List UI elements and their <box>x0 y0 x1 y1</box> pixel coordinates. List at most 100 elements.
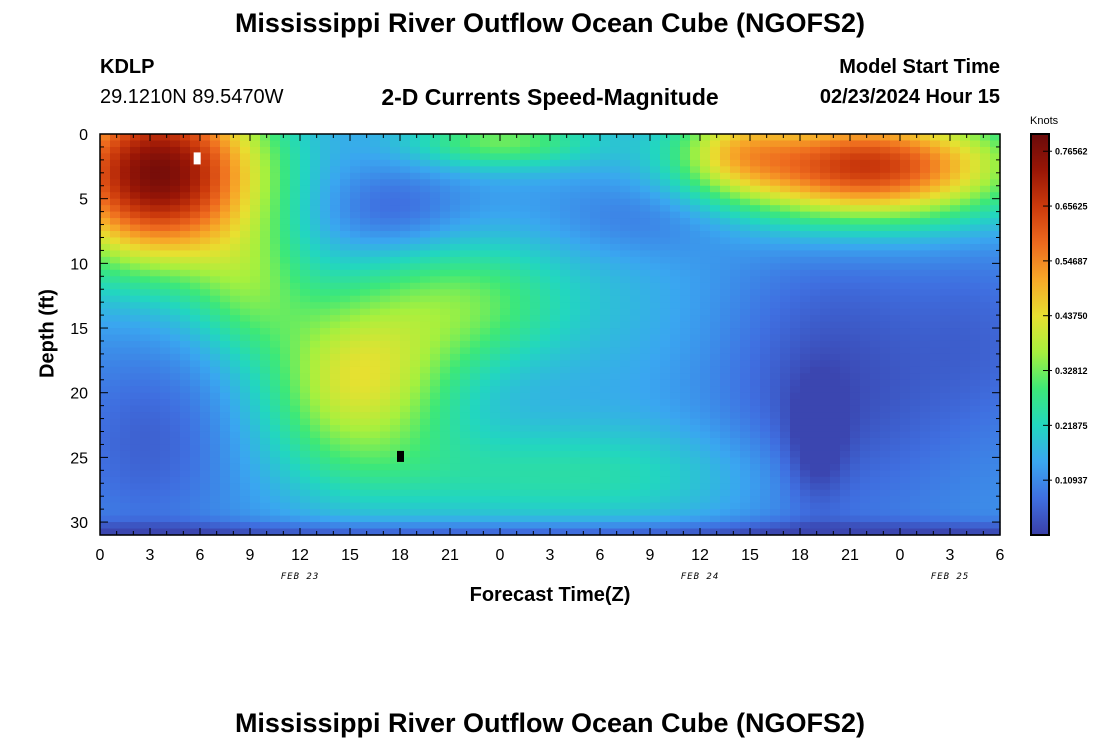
heatmap-cell <box>280 457 291 465</box>
heatmap-cell <box>770 483 781 491</box>
heatmap-cell <box>540 269 551 277</box>
heatmap-cell <box>560 166 571 174</box>
heatmap-cell <box>450 224 461 232</box>
heatmap-cell <box>630 483 641 491</box>
heatmap-cell <box>530 489 541 497</box>
heatmap-cell <box>560 528 571 536</box>
heatmap-cell <box>360 412 371 420</box>
heatmap-cell <box>700 282 711 290</box>
heatmap-cell <box>290 224 301 232</box>
heatmap-cell <box>630 496 641 504</box>
heatmap-cell <box>890 321 901 329</box>
heatmap-cell <box>290 425 301 433</box>
heatmap-cell <box>860 315 871 323</box>
heatmap-cell <box>530 483 541 491</box>
heatmap-cell <box>220 276 231 284</box>
heatmap-cell <box>280 528 291 536</box>
heatmap-cell <box>150 483 161 491</box>
heatmap-cell <box>830 256 841 264</box>
heatmap-cell <box>420 179 431 187</box>
heatmap-cell <box>250 250 261 258</box>
heatmap-cell <box>630 211 641 219</box>
heatmap-cell <box>420 295 431 303</box>
heatmap-cell <box>620 483 631 491</box>
heatmap-cell <box>210 515 221 523</box>
heatmap-cell <box>900 159 911 167</box>
heatmap-cell <box>410 412 421 420</box>
heatmap-cell <box>710 392 721 400</box>
heatmap-cell <box>490 412 501 420</box>
heatmap-cell <box>260 412 271 420</box>
heatmap-cell <box>530 476 541 484</box>
heatmap-cell <box>310 405 321 413</box>
heatmap-cell <box>440 489 451 497</box>
heatmap-cell <box>720 528 731 536</box>
heatmap-cell <box>550 243 561 252</box>
heatmap-cell <box>810 437 821 446</box>
heatmap-cell <box>160 405 171 413</box>
heatmap-cell <box>710 444 721 452</box>
heatmap-cell <box>750 334 761 342</box>
heatmap-cell <box>350 308 361 316</box>
heatmap-cell <box>360 179 371 187</box>
heatmap-cell <box>180 321 191 329</box>
heatmap-cell <box>100 140 111 148</box>
heatmap-cell <box>300 463 311 471</box>
heatmap-cell <box>680 179 691 187</box>
heatmap-cell <box>590 450 601 458</box>
heatmap-cell <box>760 392 771 400</box>
heatmap-cell <box>550 328 561 336</box>
heatmap-cell <box>250 218 261 226</box>
heatmap-cell <box>840 205 851 213</box>
heatmap-cell <box>610 496 621 504</box>
heatmap-cell <box>620 496 631 504</box>
heatmap-cell <box>180 470 191 478</box>
heatmap-cell <box>260 179 271 187</box>
heatmap-cell <box>100 502 111 510</box>
heatmap-cell <box>120 256 131 264</box>
heatmap-cell <box>600 308 611 316</box>
heatmap-cell <box>840 425 851 433</box>
heatmap-cell <box>620 295 631 303</box>
heatmap-cell <box>710 295 721 303</box>
heatmap-cell <box>100 231 111 239</box>
heatmap-cell <box>120 463 131 471</box>
heatmap-cell <box>670 431 681 439</box>
heatmap-cell <box>320 399 331 407</box>
heatmap-cell <box>340 386 351 394</box>
heatmap-cell <box>510 379 521 387</box>
heatmap-cell <box>130 334 141 342</box>
heatmap-cell <box>780 302 791 310</box>
heatmap-cell <box>280 231 291 239</box>
heatmap-cell <box>820 308 831 316</box>
heatmap-cell <box>450 179 461 187</box>
heatmap-cell <box>490 470 501 478</box>
heatmap-cell <box>340 412 351 420</box>
heatmap-cell <box>400 289 411 297</box>
heatmap-cell <box>340 231 351 239</box>
heatmap-cell <box>870 444 881 452</box>
heatmap-cell <box>870 179 881 187</box>
heatmap-cell <box>510 146 521 155</box>
heatmap-cell <box>150 431 161 439</box>
heatmap-cell <box>360 463 371 471</box>
heatmap-cell <box>610 250 621 258</box>
heatmap-cell <box>430 399 441 407</box>
heatmap-cell <box>620 489 631 497</box>
heatmap-cell <box>740 159 751 167</box>
heatmap-cell <box>520 457 531 465</box>
heatmap-cell <box>110 179 121 187</box>
heatmap-cell <box>490 269 501 277</box>
heatmap-cell <box>530 379 541 387</box>
heatmap-cell <box>410 211 421 219</box>
heatmap-cell <box>730 231 741 239</box>
heatmap-cell <box>710 450 721 458</box>
heatmap-cell <box>450 431 461 439</box>
heatmap-cell <box>200 231 211 239</box>
heatmap-cell <box>140 159 151 167</box>
heatmap-cell <box>460 392 471 400</box>
heatmap-cell <box>800 431 811 439</box>
heatmap-cell <box>760 470 771 478</box>
heatmap-cell <box>100 373 111 381</box>
heatmap-cell <box>760 172 771 180</box>
